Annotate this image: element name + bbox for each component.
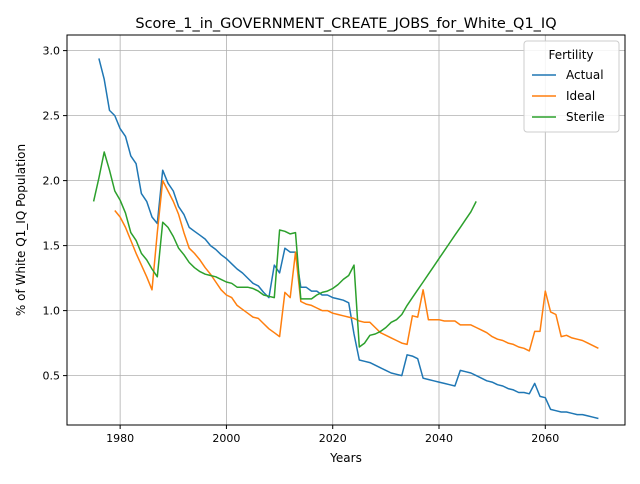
y-tick-label: 3.0: [43, 45, 61, 58]
y-tick-label: 2.5: [43, 110, 61, 123]
y-tick-label: 1.5: [43, 240, 61, 253]
plot-frame: [66, 34, 626, 426]
x-tick-label: 2040: [425, 432, 453, 445]
y-tick-label: 1.0: [43, 305, 61, 318]
y-axis-label: % of White Q1_IQ Population: [14, 144, 28, 316]
x-axis-label: Years: [329, 451, 362, 465]
x-tick-label: 2020: [319, 432, 347, 445]
legend-box: [523, 40, 620, 133]
axis-ticks: 1980 2000 2020 2040 2060 0.5 1.0 1.5 2.0 2.5 3.0: [43, 45, 560, 445]
series-line-sterile: [92, 151, 477, 348]
legend-title: Fertility: [548, 48, 593, 62]
x-tick-label: 2000: [212, 432, 240, 445]
legend-items: Actual Ideal Sterile: [532, 68, 605, 124]
legend-label-sterile: Sterile: [566, 110, 605, 124]
series-line-actual: [98, 58, 599, 420]
legend-label-actual: Actual: [566, 68, 604, 82]
x-tick-label: 2060: [531, 432, 559, 445]
y-tick-label: 2.0: [43, 175, 61, 188]
legend-label-ideal: Ideal: [566, 89, 595, 103]
y-tick-label: 0.5: [43, 370, 61, 383]
series-lines: [92, 58, 599, 420]
legend: Fertility Actual Ideal Sterile: [523, 40, 620, 133]
chart-title: Score_1_in_GOVERNMENT_CREATE_JOBS_for_Wh…: [135, 16, 556, 32]
series-line-ideal: [114, 179, 599, 352]
x-tick-label: 1980: [106, 432, 134, 445]
